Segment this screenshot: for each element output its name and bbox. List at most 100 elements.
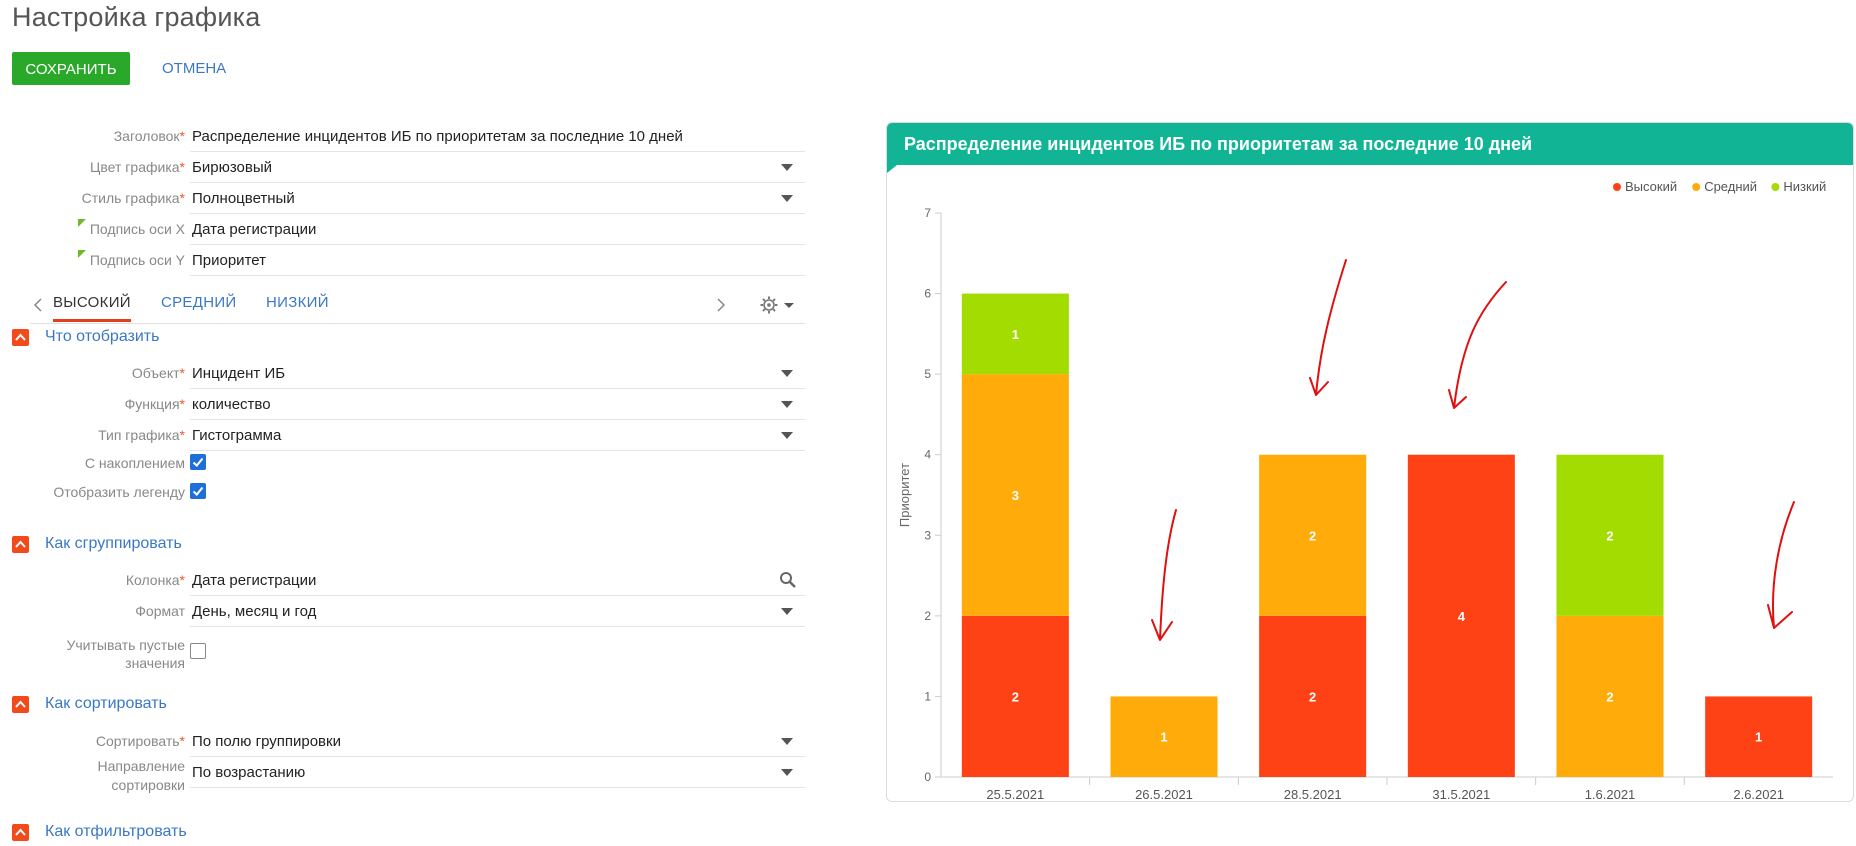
y-tick-label: 6 bbox=[924, 287, 931, 301]
chart-type-select[interactable]: Гистограмма bbox=[190, 420, 805, 451]
chart-style-select[interactable]: Полноцветный bbox=[190, 183, 805, 214]
chart-style-row: Стиль графика* Полноцветный bbox=[0, 183, 805, 214]
bar-segment-medium bbox=[1556, 615, 1664, 777]
empty-values-checkbox[interactable] bbox=[190, 643, 206, 659]
save-button[interactable]: СОХРАНИТЬ bbox=[12, 52, 130, 85]
localization-marker-icon bbox=[78, 219, 86, 227]
y-axis-input[interactable]: Приоритет bbox=[190, 245, 805, 276]
bar-data-label: 4 bbox=[1458, 609, 1466, 624]
bar-data-label: 2 bbox=[1606, 528, 1613, 543]
chevron-down-icon[interactable] bbox=[781, 769, 793, 776]
tab-low[interactable]: НИЗКИЙ bbox=[266, 294, 329, 311]
sort-by-select[interactable]: По полю группировки bbox=[190, 726, 805, 757]
accumulate-label: С накоплением bbox=[84, 455, 185, 471]
collapse-icon[interactable] bbox=[12, 824, 29, 841]
legend-item: Средний bbox=[1704, 179, 1757, 194]
legend-marker bbox=[1771, 183, 1780, 191]
chart-color-row: Цвет графика* Бирюзовый bbox=[0, 152, 805, 183]
bar-data-label: 2 bbox=[1012, 689, 1019, 704]
function-label: Функция bbox=[124, 396, 180, 412]
chart-type-label: Тип графика bbox=[98, 427, 180, 443]
collapse-icon[interactable] bbox=[12, 329, 29, 346]
checkmark-icon bbox=[192, 486, 204, 496]
chart-color-label: Цвет графика bbox=[90, 159, 180, 175]
section-sort-title[interactable]: Как сортировать bbox=[45, 695, 167, 712]
chevron-right-icon[interactable] bbox=[716, 298, 726, 312]
chart-panel-header: Распределение инцидентов ИБ по приоритет… bbox=[887, 123, 1853, 173]
gear-icon[interactable] bbox=[760, 294, 798, 316]
section-what-title[interactable]: Что отобразить bbox=[45, 328, 160, 345]
sort-by-label: Сортировать bbox=[95, 733, 180, 749]
collapse-icon[interactable] bbox=[12, 696, 29, 713]
y-axis-label-row: Подпись оси Y Приоритет bbox=[0, 245, 805, 276]
tab-high[interactable]: ВЫСОКИЙ bbox=[53, 294, 131, 322]
accumulate-checkbox[interactable] bbox=[190, 454, 206, 470]
bar-segment-medium bbox=[961, 374, 1069, 616]
annotation-arrow bbox=[1448, 281, 1507, 409]
section-group-title[interactable]: Как сгруппировать bbox=[45, 535, 182, 552]
chart-panel: Распределение инцидентов ИБ по приоритет… bbox=[886, 122, 1854, 802]
title-label: Заголовок bbox=[113, 128, 180, 144]
bar-segment-high bbox=[1705, 696, 1813, 777]
legend-marker bbox=[1613, 183, 1621, 191]
x-axis-label: Подпись оси X bbox=[89, 221, 185, 237]
title-input[interactable]: Распределение инцидентов ИБ по приоритет… bbox=[190, 121, 805, 152]
annotation-arrow bbox=[1151, 509, 1177, 641]
accumulate-row: С накоплением bbox=[0, 451, 805, 473]
checkmark-icon bbox=[192, 457, 204, 467]
chevron-down-icon[interactable] bbox=[781, 195, 793, 202]
series-tabs: ВЫСОКИЙ СРЕДНИЙ НИЗКИЙ bbox=[30, 286, 805, 324]
bar-data-label: 2 bbox=[1309, 689, 1316, 704]
x-tick-label: 2.6.2021 bbox=[1733, 787, 1784, 801]
x-tick-label: 28.5.2021 bbox=[1284, 787, 1342, 801]
legend-label: Отобразить легенду bbox=[53, 484, 185, 500]
format-select[interactable]: День, месяц и год bbox=[190, 596, 805, 627]
bar-segment-high bbox=[961, 615, 1069, 777]
bar-segment-medium bbox=[1259, 454, 1367, 616]
cancel-button[interactable]: ОТМЕНА bbox=[162, 60, 227, 77]
legend-item: Низкий bbox=[1783, 179, 1826, 194]
empty-values-label: Учитывать пустые bbox=[66, 637, 185, 653]
chevron-down-icon[interactable] bbox=[781, 608, 793, 615]
y-tick-label: 7 bbox=[924, 206, 931, 220]
chevron-down-icon[interactable] bbox=[781, 738, 793, 745]
chevron-down-icon[interactable] bbox=[781, 164, 793, 171]
annotation-arrow bbox=[1309, 259, 1347, 396]
annotation-arrow bbox=[1767, 501, 1795, 629]
y-axis-title: Приоритет bbox=[897, 463, 912, 527]
collapse-icon[interactable] bbox=[12, 536, 29, 553]
x-tick-label: 25.5.2021 bbox=[986, 787, 1044, 801]
bar-data-label: 2 bbox=[1606, 689, 1613, 704]
title-field-row: Заголовок* Распределение инцидентов ИБ п… bbox=[0, 121, 805, 152]
sort-direction-row: Направление сортировки По возрастанию bbox=[0, 757, 805, 797]
object-select[interactable]: Инцидент ИБ bbox=[190, 358, 805, 389]
chart-style-label: Стиль графика bbox=[81, 190, 180, 206]
page-title: Настройка графика bbox=[12, 2, 261, 32]
legend-checkbox[interactable] bbox=[190, 483, 206, 499]
legend-marker bbox=[1692, 183, 1701, 191]
x-axis-label-row: Подпись оси X Дата регистрации bbox=[0, 214, 805, 245]
x-tick-label: 26.5.2021 bbox=[1135, 787, 1193, 801]
y-tick-label: 5 bbox=[924, 367, 931, 381]
tab-medium[interactable]: СРЕДНИЙ bbox=[161, 294, 237, 311]
empty-values-row: Учитывать пустые значения bbox=[0, 633, 805, 673]
chevron-down-icon[interactable] bbox=[781, 401, 793, 408]
chevron-down-icon[interactable] bbox=[781, 370, 793, 377]
chart-color-select[interactable]: Бирюзовый bbox=[190, 152, 805, 183]
bar-data-label: 1 bbox=[1160, 730, 1167, 745]
search-icon[interactable] bbox=[779, 571, 797, 589]
column-lookup[interactable]: Дата регистрации bbox=[190, 565, 805, 596]
y-axis-label: Подпись оси Y bbox=[89, 252, 185, 268]
y-tick-label: 0 bbox=[924, 770, 931, 784]
sort-direction-select[interactable]: По возрастанию bbox=[190, 757, 805, 788]
section-filter-title[interactable]: Как отфильтровать bbox=[45, 823, 187, 840]
x-axis-input[interactable]: Дата регистрации bbox=[190, 214, 805, 245]
chart-title: Распределение инцидентов ИБ по приоритет… bbox=[904, 134, 1533, 154]
chevron-down-icon[interactable] bbox=[781, 432, 793, 439]
chevron-left-icon[interactable] bbox=[33, 298, 43, 312]
y-tick-label: 3 bbox=[924, 528, 931, 542]
column-label: Колонка bbox=[125, 572, 180, 588]
function-select[interactable]: количество bbox=[190, 389, 805, 420]
chart-type-row: Тип графика* Гистограмма bbox=[0, 420, 805, 451]
